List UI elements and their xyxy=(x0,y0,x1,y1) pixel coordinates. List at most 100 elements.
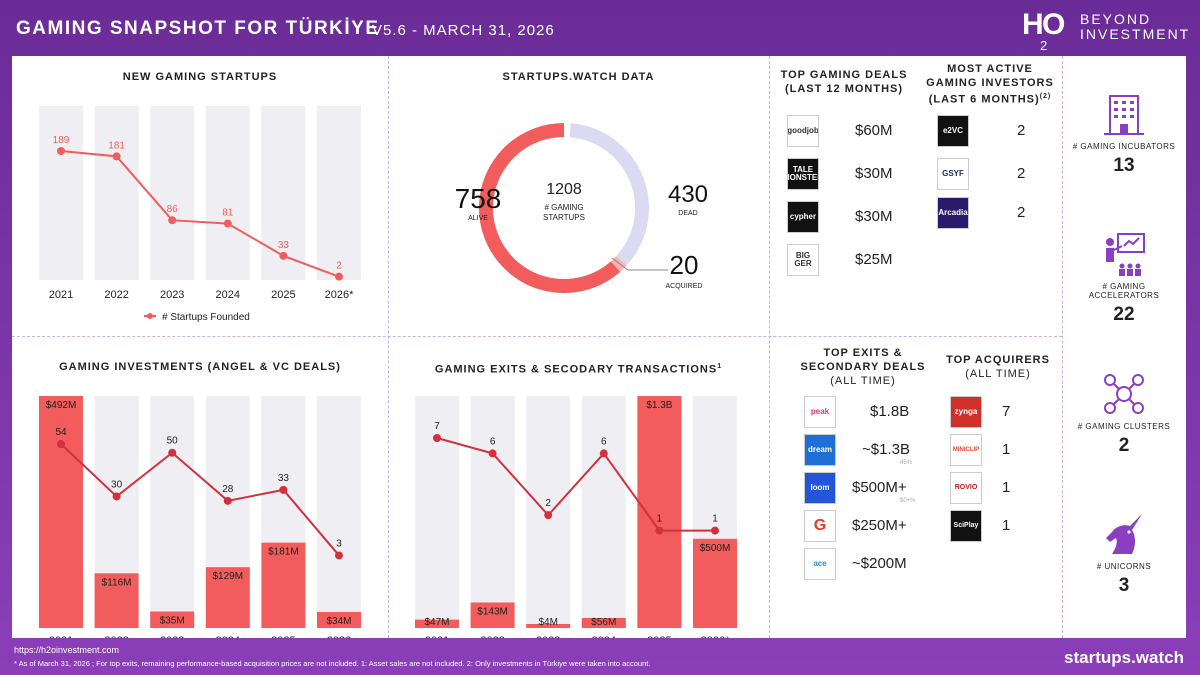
page-title: GAMING SNAPSHOT FOR TÜRKİYE xyxy=(16,18,380,39)
footer-note: * As of March 31, 2026 ; For top exits, … xyxy=(14,659,651,668)
bar-background xyxy=(317,106,361,280)
acquirers-title: TOP ACQUIRERS (ALL TIME) xyxy=(938,353,1058,381)
bar-label: $1.3B xyxy=(646,400,672,411)
x-tick-label: 2023 xyxy=(160,289,184,301)
bar xyxy=(693,538,737,628)
bar-label: $129M xyxy=(213,571,244,582)
exit-row: ace ~$200M xyxy=(804,548,934,580)
line-label: 30 xyxy=(111,479,123,490)
network-icon xyxy=(1104,374,1144,414)
acquirer-row: SciPlay 1 xyxy=(950,510,1050,542)
exits-chart-title: GAMING EXITS & SECODARY TRANSACTIONS1 xyxy=(388,360,769,377)
line-label: 2 xyxy=(545,498,551,509)
x-tick-label: 2024 xyxy=(216,635,240,638)
divider xyxy=(1062,56,1063,638)
bar xyxy=(150,611,195,628)
stat-value: 2 xyxy=(1118,435,1130,456)
exit-value: ~$200M xyxy=(852,555,907,572)
data-point xyxy=(112,152,121,161)
line-point xyxy=(112,492,121,501)
acquirer-row: zynga 7 xyxy=(950,396,1050,428)
logo-line1: BEYOND xyxy=(1080,11,1152,27)
arcadia-logo: Arcadia xyxy=(937,197,969,229)
line-label: 28 xyxy=(222,484,234,495)
investor-value: 2 xyxy=(1017,122,1026,139)
exit-note: $0+% xyxy=(900,498,916,504)
stat-incubators: # GAMING INCUBATORS 13 xyxy=(1069,142,1179,177)
deal-value: $60M xyxy=(855,122,893,139)
legend-label: # Startups Founded xyxy=(162,312,250,323)
stat-unicorns: # UNICORNS 3 xyxy=(1069,562,1179,597)
bar-label: $4M xyxy=(538,617,557,628)
data-label: 189 xyxy=(53,135,70,146)
x-tick-label: 2025 xyxy=(271,635,295,638)
line-point xyxy=(488,449,497,458)
donut-total: 1208 xyxy=(546,181,582,198)
line-point xyxy=(168,448,177,457)
donut-slice xyxy=(569,123,649,266)
data-point xyxy=(223,219,232,228)
peak-logo: peak xyxy=(804,396,836,428)
startups-chart-title: NEW GAMING STARTUPS xyxy=(122,71,278,83)
line-point xyxy=(599,449,608,458)
line-point xyxy=(335,551,343,560)
deal-value: $30M xyxy=(855,208,893,225)
main-panel: NEW GAMING STARTUPS STARTUPS.WATCH DATA … xyxy=(12,56,1186,638)
logo-o: O xyxy=(1042,8,1066,41)
bar xyxy=(94,573,139,628)
bar-label: $116M xyxy=(102,577,132,588)
bar xyxy=(415,619,459,628)
line-label: 7 xyxy=(434,421,440,432)
bar-background xyxy=(39,106,83,280)
exits-title-1: TOP EXITS & xyxy=(823,347,903,359)
deals-title-2: (LAST 12 MONTHS) xyxy=(784,83,904,95)
donut-slice xyxy=(479,123,621,293)
line-label: 50 xyxy=(167,436,179,447)
x-tick-label: 2023 xyxy=(160,635,184,638)
exit-note: 45% xyxy=(900,460,913,466)
stat-value: 22 xyxy=(1113,304,1135,325)
data-label: 81 xyxy=(222,208,234,219)
bar xyxy=(317,611,361,628)
investor-row: GSYF 2 xyxy=(937,158,1037,190)
bar-background xyxy=(470,396,515,628)
donut-slice xyxy=(610,256,627,272)
footer-brand[interactable]: startups.watch xyxy=(1064,648,1184,667)
bar-label: $181M xyxy=(268,547,299,558)
building-icon xyxy=(1104,95,1144,135)
investor-row: e2VC 2 xyxy=(937,115,1037,147)
acquirers-title-2: (ALL TIME) xyxy=(965,368,1031,380)
unicorn-icon xyxy=(1106,514,1142,554)
exits-chart-title-text: GAMING EXITS & SECODARY TRANSACTIONS xyxy=(434,363,718,376)
donut-total-label: STARTUPS xyxy=(543,213,585,222)
investors-title-3-text: (LAST 6 MONTHS) xyxy=(928,93,1040,106)
dream-logo: dream xyxy=(804,434,836,466)
cypher-logo: cypher xyxy=(787,201,819,233)
line-point xyxy=(655,526,664,535)
acquirers-title-1: TOP ACQUIRERS xyxy=(946,354,1050,366)
data-label: 86 xyxy=(167,204,179,215)
line-series xyxy=(436,437,715,532)
donut-title: STARTUPS.WATCH DATA xyxy=(502,71,655,83)
exit-row: loom $500M+ $0+% xyxy=(804,472,934,504)
line-point xyxy=(433,434,441,442)
bar-background xyxy=(317,396,361,628)
exit-value: $250M+ xyxy=(852,517,907,534)
investor-value: 2 xyxy=(1017,165,1026,182)
investors-title-sup: (2) xyxy=(1039,93,1052,100)
x-tick-label: 2026 xyxy=(327,635,351,638)
acquired-value: 20 xyxy=(670,250,699,280)
exit-row: peak $1.8B xyxy=(804,396,934,428)
bar xyxy=(637,396,682,628)
bar xyxy=(470,602,515,628)
deals-title: TOP GAMING DEALS (LAST 12 MONTHS) xyxy=(774,68,914,96)
e2vc-logo: e2VC xyxy=(937,115,969,147)
x-tick-label: 2021 xyxy=(49,635,73,638)
bigger-logo: BIG GER xyxy=(787,244,819,276)
exit-row: dream ~$1.3B 45% xyxy=(804,434,934,466)
bar-label: $143M xyxy=(477,606,508,617)
investors-title: MOST ACTIVE GAMING INVESTORS (LAST 6 MON… xyxy=(918,62,1062,107)
footer-url[interactable]: https://h2oinvestment.com xyxy=(14,645,120,655)
stat-value: 3 xyxy=(1118,575,1130,596)
x-tick-label: 2023 xyxy=(536,635,560,638)
